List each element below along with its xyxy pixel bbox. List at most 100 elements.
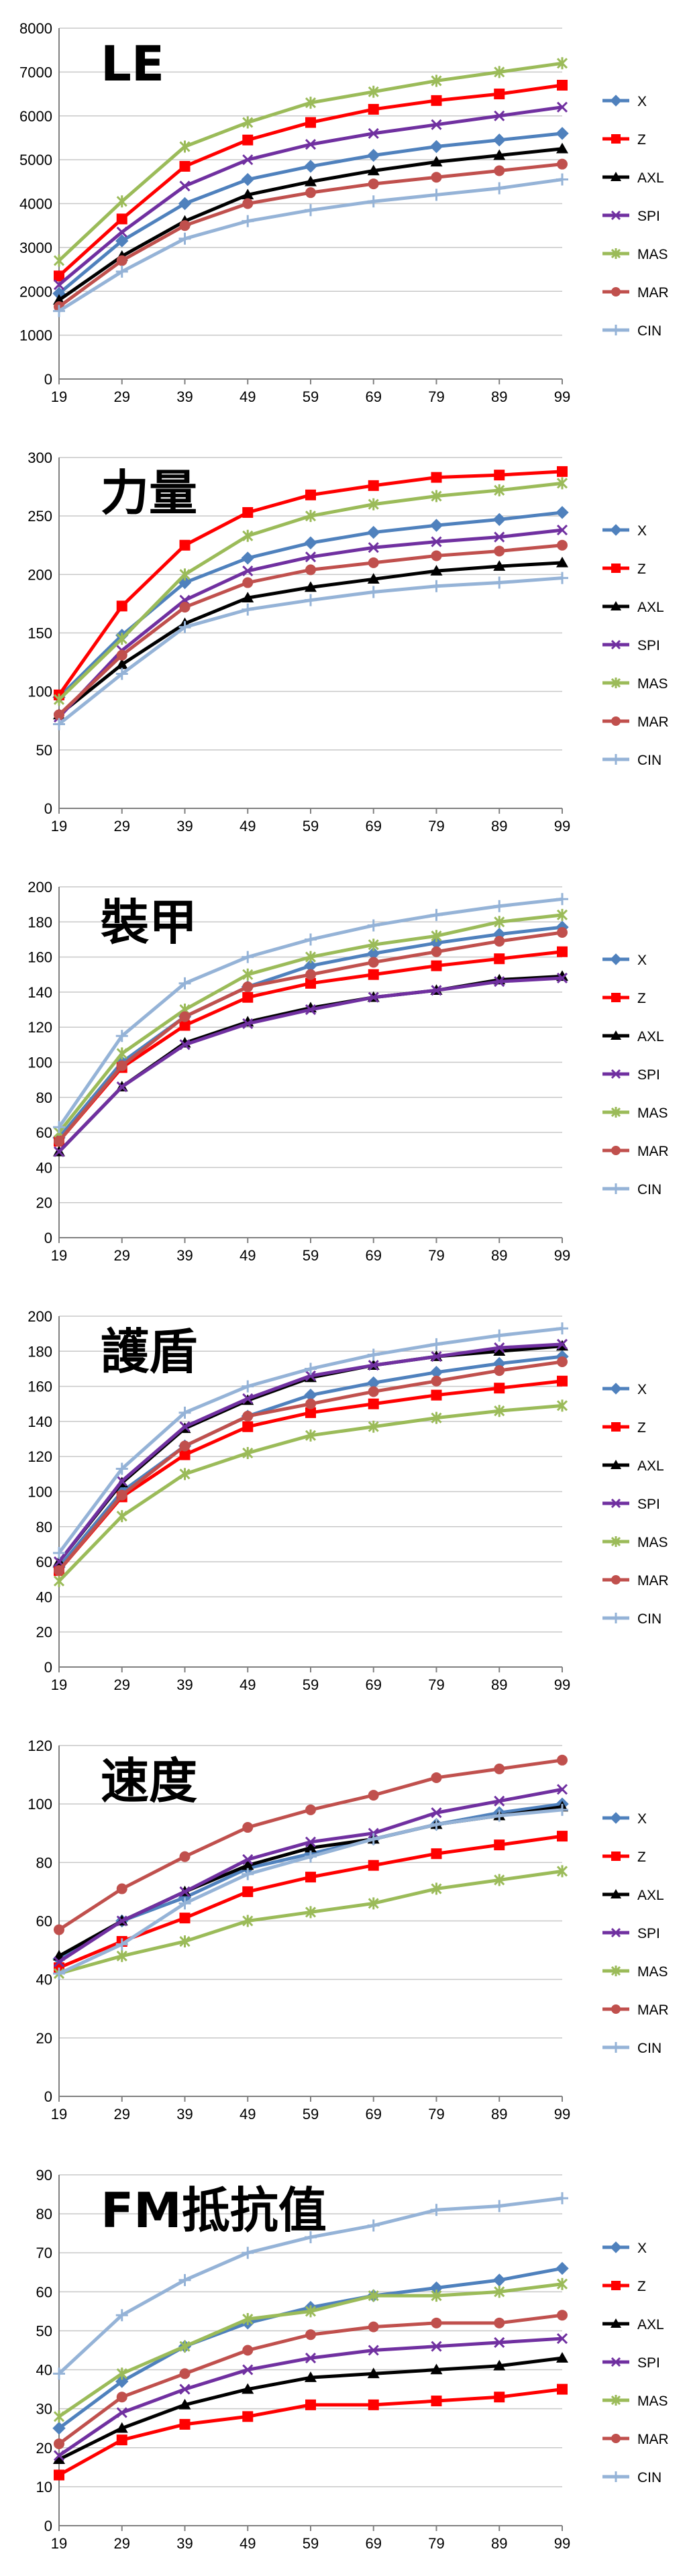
data-point — [179, 1851, 191, 1862]
x-tick-label: 49 — [240, 818, 256, 835]
data-point — [556, 572, 568, 584]
series-spi — [53, 1784, 568, 1968]
x-tick-label: 49 — [240, 2535, 256, 2552]
data-point — [431, 95, 442, 106]
legend-marker — [611, 1851, 621, 1861]
series-mar — [54, 1356, 568, 1576]
legend-marker — [611, 1107, 621, 1118]
data-point — [242, 1018, 254, 1030]
data-point — [493, 576, 506, 589]
data-point — [431, 1389, 442, 1401]
x-tick-label: 99 — [554, 1676, 570, 1693]
data-point — [556, 142, 568, 154]
x-tick-label: 39 — [176, 818, 193, 835]
data-point — [305, 2305, 317, 2318]
legend-marker — [610, 95, 622, 107]
series-cin — [53, 1803, 568, 1980]
data-point — [179, 1886, 191, 1897]
data-point — [556, 2352, 568, 2363]
data-point — [116, 255, 127, 266]
data-point — [430, 580, 443, 592]
data-point — [115, 1938, 128, 1951]
data-point — [557, 79, 568, 91]
x-tick-label: 29 — [114, 818, 130, 835]
y-tick-label: 0 — [44, 1659, 52, 1676]
data-point — [431, 74, 442, 87]
legend-marker — [611, 1460, 621, 1469]
y-tick-label: 6000 — [19, 108, 52, 125]
x-tick-label: 99 — [554, 1247, 570, 1264]
legend-label: MAS — [637, 247, 668, 262]
legend-marker — [611, 1536, 621, 1547]
x-tick-label: 29 — [114, 1247, 130, 1264]
data-point — [430, 189, 443, 201]
data-point — [242, 2364, 254, 2375]
data-point — [305, 2353, 317, 2364]
data-point — [178, 197, 192, 211]
series-mar — [54, 2310, 568, 2449]
data-point — [242, 968, 254, 981]
data-point — [557, 539, 568, 551]
y-tick-label: 4000 — [19, 196, 52, 213]
legend-marker — [611, 993, 621, 1002]
x-tick-label: 99 — [554, 2535, 570, 2552]
legend-label: SPI — [637, 1067, 660, 1083]
legend-label: AXL — [637, 1458, 664, 1474]
data-point — [494, 976, 505, 987]
series-mar — [54, 926, 568, 1147]
legend-marker — [611, 248, 621, 259]
legend-label: SPI — [637, 1926, 660, 1941]
legend-marker — [611, 2318, 621, 2328]
data-point — [429, 140, 443, 154]
series-mas — [53, 477, 568, 706]
data-point — [305, 2399, 316, 2410]
data-point — [116, 1060, 127, 1071]
data-point — [493, 149, 506, 160]
data-point — [242, 154, 254, 166]
x-tick-label: 89 — [491, 818, 507, 835]
x-tick-label: 59 — [303, 1247, 319, 1264]
y-tick-label: 160 — [28, 949, 52, 966]
x-tick-label: 69 — [366, 388, 382, 405]
line-chart: 0 20 40 60 80 100 120 140 160 180 200 19 29 39 49 59 69 7… — [28, 879, 668, 1264]
x-tick-label: 19 — [51, 2535, 67, 2552]
data-point — [368, 1398, 379, 1409]
legend-label: MAS — [637, 2394, 668, 2409]
data-point — [431, 1807, 442, 1819]
data-point — [179, 568, 191, 581]
data-point — [431, 2341, 442, 2352]
data-point — [179, 160, 191, 172]
x-tick-label: 39 — [176, 2106, 193, 2123]
x-tick-label: 29 — [114, 1676, 130, 1693]
y-tick-label: 80 — [36, 2206, 52, 2222]
y-tick-label: 0 — [44, 2088, 52, 2105]
data-point — [179, 220, 191, 231]
data-point — [54, 1924, 64, 1935]
data-point — [556, 972, 568, 984]
chart-title: 護盾 — [101, 1324, 197, 1380]
y-tick-label: 3000 — [19, 239, 52, 256]
legend-label: MAR — [637, 714, 669, 730]
data-point — [494, 110, 505, 121]
data-point — [431, 119, 442, 130]
data-point — [430, 156, 443, 167]
data-point — [431, 1375, 442, 1387]
y-tick-label: 180 — [28, 914, 52, 930]
y-tick-label: 50 — [36, 2322, 52, 2339]
data-point — [305, 1429, 317, 1442]
legend-label: CIN — [637, 1611, 662, 1627]
data-point — [368, 957, 379, 968]
legend-label: SPI — [637, 209, 660, 224]
legend-label: CIN — [637, 2041, 662, 2056]
legend-marker — [611, 134, 621, 144]
data-point — [367, 919, 380, 932]
legend-label: CIN — [637, 753, 662, 768]
data-point — [242, 592, 254, 602]
legend-marker — [611, 2281, 621, 2290]
data-point — [179, 1449, 191, 1460]
data-point — [368, 938, 379, 951]
data-point — [556, 1322, 568, 1335]
series-cin — [53, 173, 568, 317]
legend: X Z AXL SPI MAS MAR CIN — [602, 523, 669, 768]
